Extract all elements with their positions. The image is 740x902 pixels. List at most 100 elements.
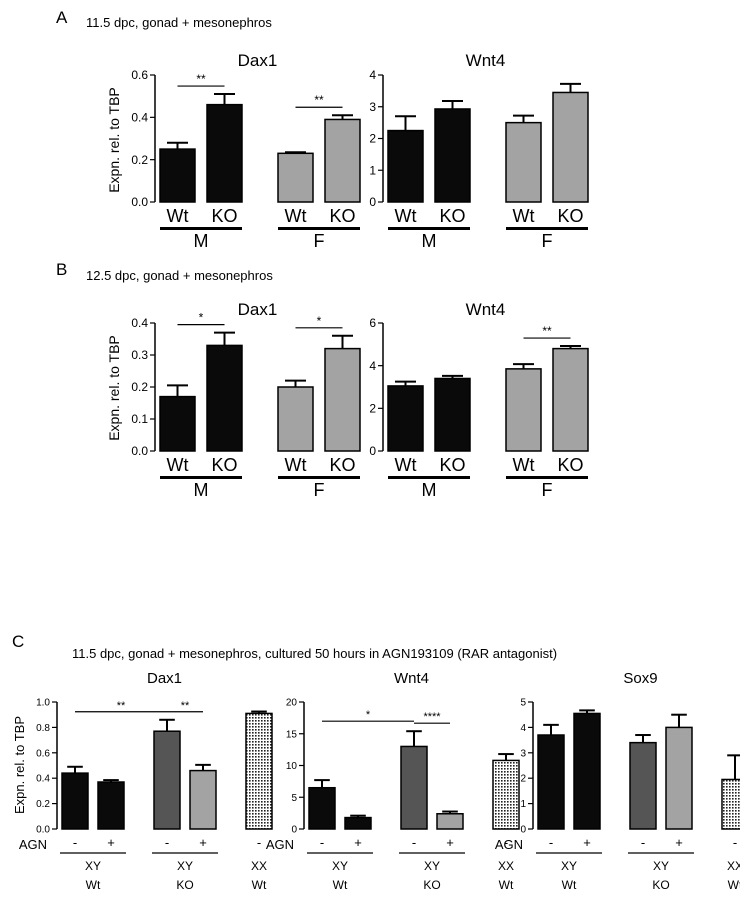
significance-label: * [199,311,204,325]
bar [552,91,589,203]
y-tick-label: 4 [520,723,526,734]
chart-title: Wnt4 [394,670,429,687]
significance-label: ** [117,700,126,712]
treatment-sign: - [257,835,261,850]
group-label: M [422,231,437,251]
chart-title: Dax1 [238,51,278,70]
group-label-bottom: KO [652,878,669,892]
treatment-sign: - [320,835,324,850]
y-axis-label: Expn. rel. to TBP [12,716,27,814]
group-bar [388,227,470,230]
group-bar [388,476,470,479]
treatment-sign: + [675,835,683,850]
y-tick-label: 0.4 [131,316,148,330]
y-tick-label: 3 [369,100,376,114]
group-label-top: XY [653,859,669,873]
bar [573,712,601,830]
bar [665,726,693,830]
y-tick-label: 5 [520,698,526,709]
y-tick-label: 5 [291,793,297,804]
treatment-sign: - [733,835,737,850]
chart-title: Dax1 [238,300,278,319]
y-tick-label: 1 [520,799,526,810]
treatment-sign: - [549,835,553,850]
x-category-label: Wt [167,455,189,475]
bar [308,786,336,830]
y-tick-label: 0.2 [131,153,148,167]
y-tick-label: 0.2 [131,380,148,394]
group-bar [278,227,360,230]
group-label-bottom: Wt [86,878,101,892]
group-label: F [314,231,325,251]
group-label-bottom: Wt [562,878,577,892]
significance-label: ** [181,700,190,712]
bar [61,772,89,830]
bar [505,121,542,203]
bar [153,730,181,830]
y-tick-label: 0.3 [131,348,148,362]
treatment-sign: - [165,835,169,850]
group-label: F [314,480,325,500]
bar [277,152,314,203]
y-tick-label: 0.6 [36,748,50,759]
x-category-label: KO [557,455,583,475]
bar [344,816,372,830]
group-label: M [422,480,437,500]
y-tick-label: 1.0 [36,698,50,709]
treatment-sign: - [73,835,77,850]
chart-title: Wnt4 [466,300,506,319]
x-category-label: Wt [513,455,535,475]
panel-b-heading: 12.5 dpc, gonad + mesonephros [86,268,273,283]
significance-label: * [366,709,371,721]
chart-title: Dax1 [147,670,182,687]
group-bar [160,227,242,230]
y-tick-label: 0 [369,444,376,458]
bar [277,386,314,452]
bar [206,344,243,452]
group-label-bottom: KO [176,878,193,892]
chart-b-dax1: Dax1 0.0 0.1 0.2 0.3 0.4 Expn. rel. to TBP * * Wt… [106,300,361,500]
y-axis-label: Expn. rel. to TBP [106,335,122,441]
y-tick-label: 2 [369,132,376,146]
x-category-label: KO [329,206,355,226]
y-tick-label: 3 [520,748,526,759]
y-tick-label: 0.8 [36,723,50,734]
bar [387,129,424,203]
x-category-label: Wt [285,455,307,475]
y-tick-label: 1 [369,163,376,177]
significance-label: * [317,314,322,328]
bar [97,781,125,830]
group-label: F [542,480,553,500]
treatment-sign: + [107,835,115,850]
group-label-top: XY [561,859,577,873]
group-label-top: XX [498,859,514,873]
y-tick-label: 10 [286,761,298,772]
bar [324,347,361,452]
bar [552,347,589,452]
bar [324,118,361,203]
group-label-top: XY [177,859,193,873]
y-tick-label: 4 [369,359,376,373]
group-label-bottom: Wt [499,878,514,892]
significance-label: ** [314,93,324,107]
x-category-label: KO [439,455,465,475]
y-tick-label: 0.6 [131,68,148,82]
bar [537,734,565,830]
significance-label: **** [423,711,441,723]
group-label-top: XY [85,859,101,873]
panel-a-heading: 11.5 dpc, gonad + mesonephros [86,15,272,30]
y-tick-label: 2 [520,774,526,785]
y-tick-label: 6 [369,316,376,330]
group-label: F [542,231,553,251]
bar [206,103,243,203]
group-label-bottom: Wt [252,878,267,892]
bar [436,813,464,830]
chart-title: Wnt4 [466,51,506,70]
group-label-bottom: Wt [333,878,348,892]
x-category-label: Wt [167,206,189,226]
y-tick-label: 20 [286,698,298,709]
bar [434,108,471,203]
